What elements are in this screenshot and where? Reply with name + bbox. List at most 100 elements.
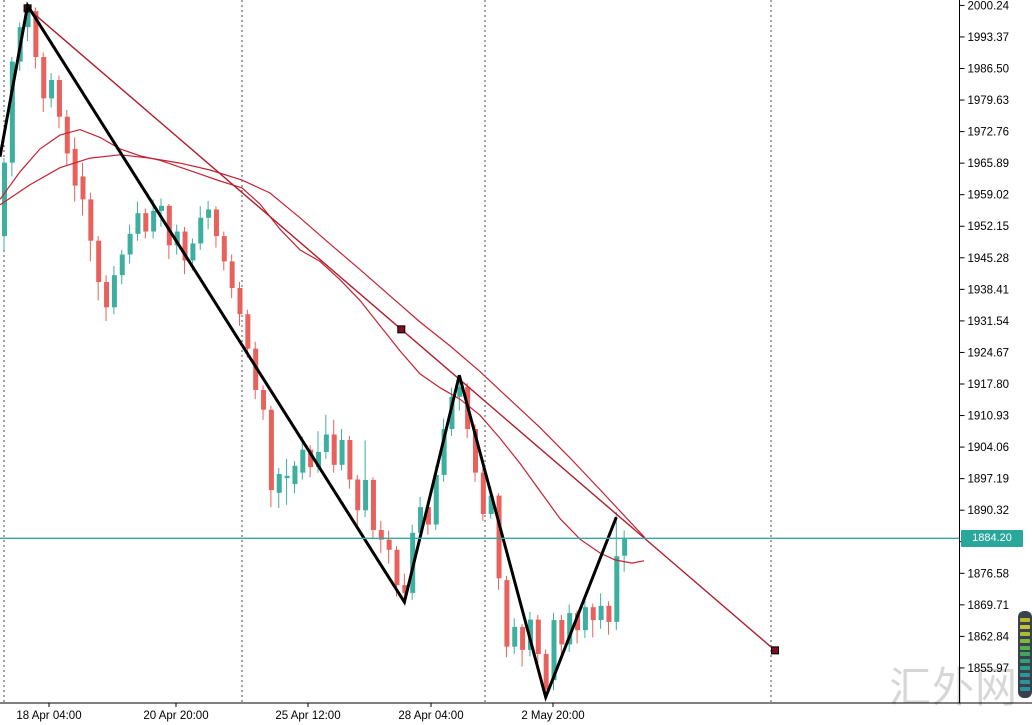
candle-bearish: [575, 613, 581, 631]
candle-bullish: [323, 434, 329, 452]
candle-bullish: [111, 275, 117, 308]
zigzag-line: [0, 1, 618, 702]
candle-bearish: [504, 580, 510, 647]
candle-bullish: [433, 474, 439, 525]
candle-bullish: [363, 479, 369, 511]
price-tick-label: 1897.19: [968, 474, 1010, 486]
candle-bearish: [402, 585, 408, 593]
candle-bullish: [316, 451, 321, 468]
candle-bullish: [206, 209, 212, 218]
candle-bullish: [119, 254, 125, 276]
price-tick-label: 1931.54: [968, 316, 1010, 328]
candle-bullish: [622, 538, 628, 556]
candle-bearish: [166, 205, 172, 246]
indicator-stripe: [1020, 680, 1030, 685]
candle-bearish: [496, 495, 502, 579]
watermark: 汇外网: [888, 663, 1018, 712]
candle-bullish: [582, 607, 588, 631]
candle-bearish: [64, 116, 70, 154]
price-axis-labels: 2000.24 1993.37 1986.50 1979.63 1972.76 1965.…: [959, 0, 1010, 675]
price-tick-label: 1862.84: [968, 631, 1010, 643]
candle-bearish: [473, 429, 478, 473]
candle-bullish: [174, 231, 180, 246]
ma-slow-line: [0, 154, 646, 539]
time-tick-label: 2 May 20:00: [521, 710, 584, 722]
candle-bullish: [198, 217, 204, 244]
candle-bearish: [143, 213, 149, 232]
candle-bearish: [559, 620, 565, 645]
candle-bearish: [229, 261, 235, 289]
indicator-stripe: [1020, 617, 1030, 622]
candle-bearish: [590, 607, 596, 621]
candle-bearish: [535, 619, 541, 655]
time-tick-label: 28 Apr 04:00: [398, 710, 463, 722]
price-tick-label: 1959.02: [968, 190, 1010, 202]
candle-bearish: [268, 409, 274, 491]
candle-bullish: [449, 396, 455, 430]
indicator-stripe: [1020, 686, 1030, 691]
candle-bullish: [441, 429, 447, 475]
candle-bearish: [543, 654, 549, 690]
time-tick-label: 25 Apr 12:00: [275, 710, 340, 722]
candle-bearish: [104, 282, 110, 308]
candle-bearish: [237, 288, 243, 315]
price-tick-label: 1952.15: [968, 221, 1010, 233]
indicator-stripe: [1020, 666, 1030, 671]
candle-bullish: [151, 210, 157, 232]
candle-bullish: [418, 507, 424, 533]
candle-bearish: [480, 472, 486, 514]
price-tick-label: 1938.41: [968, 284, 1010, 296]
candle-bearish: [386, 539, 392, 550]
candle-bearish: [394, 549, 400, 586]
candle-bearish: [370, 479, 376, 531]
candle-bullish: [9, 61, 15, 163]
candle-bullish: [284, 475, 290, 479]
price-tick-label: 1869.71: [968, 600, 1010, 612]
candle-bullish: [127, 233, 133, 255]
indicator-stripe: [1020, 659, 1030, 664]
candle-bearish: [88, 199, 94, 241]
candle-bearish: [606, 605, 612, 622]
candle-bearish: [355, 479, 361, 511]
candle-bullish: [292, 465, 298, 485]
price-tick-label: 1904.06: [968, 442, 1010, 454]
trendline: [23, 4, 779, 655]
candle-bearish: [80, 176, 86, 200]
candle-bullish: [551, 620, 557, 681]
price-tick-label: 1876.58: [968, 568, 1010, 580]
price-tick-label: 1855.97: [968, 663, 1010, 675]
indicator-stripe: [1020, 652, 1030, 657]
price-tick-label: 1924.67: [968, 347, 1010, 359]
candle-bearish: [221, 236, 227, 262]
indicator-stripe: [1020, 645, 1030, 650]
candle-bearish: [520, 626, 526, 650]
price-tick-label: 1890.32: [968, 505, 1010, 517]
candle-bearish: [261, 389, 267, 410]
time-axis-labels: 18 Apr 04:00 20 Apr 20:00 25 Apr 12:00 28 A…: [16, 703, 585, 722]
indicator-stripe: [1020, 624, 1030, 629]
current-price-badge: 1884.20: [961, 529, 1023, 547]
ma-fast-line: [0, 128, 645, 564]
time-tick-label: 18 Apr 04:00: [16, 710, 81, 722]
candle-bearish: [182, 231, 188, 261]
candles: [2, 5, 628, 698]
price-tick-label: 1965.89: [968, 158, 1010, 170]
candle-bearish: [56, 79, 62, 117]
price-tick-label: 1917.80: [968, 379, 1010, 391]
candle-bullish: [2, 162, 7, 237]
time-tick-label: 20 Apr 20:00: [143, 710, 208, 722]
candle-bearish: [308, 449, 314, 468]
price-tick-label: 1979.63: [968, 95, 1010, 107]
gradient-indicator-strip[interactable]: [1018, 611, 1032, 698]
price-tick-label: 1986.50: [968, 63, 1010, 75]
candle-bullish: [25, 11, 31, 28]
price-tick-label: 1910.93: [968, 411, 1010, 423]
candle-bearish: [96, 240, 102, 283]
candle-bearish: [213, 209, 219, 237]
candle-bullish: [488, 495, 494, 514]
indicator-stripe: [1020, 631, 1030, 636]
indicator-stripe: [1020, 673, 1030, 678]
candle-bullish: [614, 556, 620, 622]
price-tick-label: 1972.76: [968, 127, 1010, 139]
